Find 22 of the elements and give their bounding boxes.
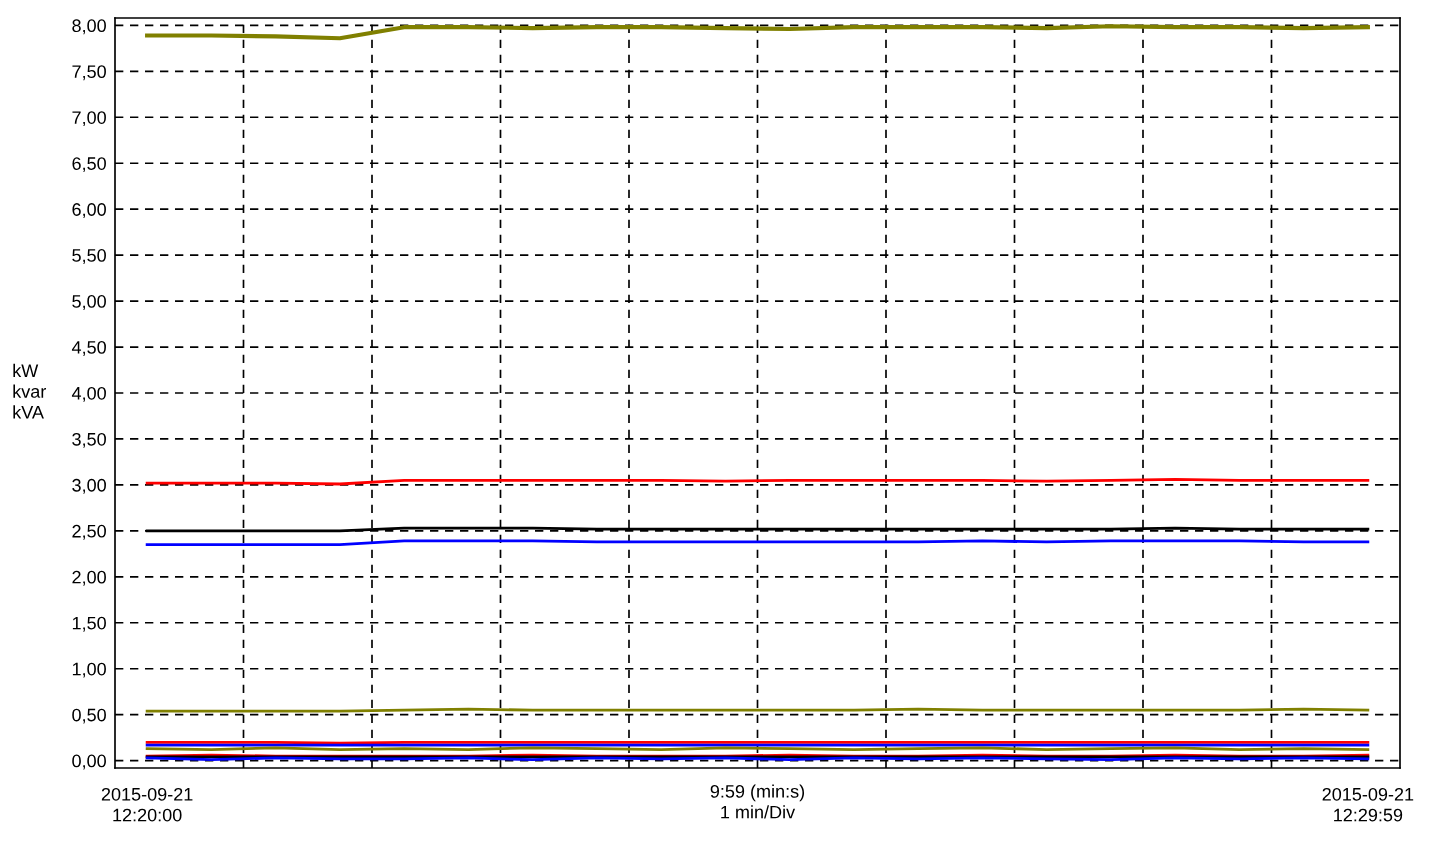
x-tick-label: 2015-09-21 12:29:59 xyxy=(1322,787,1414,822)
y-axis-title: kW kvar kVA xyxy=(13,363,47,419)
y-tick-label: 5,50 xyxy=(72,249,106,264)
x-axis-title: 9:59 (min:s) 1 min/Div xyxy=(710,784,805,819)
y-tick-label: 8,00 xyxy=(72,19,106,35)
y-tick-label: 6,50 xyxy=(72,157,106,173)
y-tick-label: 3,50 xyxy=(72,432,106,448)
y-tick-label: 2,50 xyxy=(72,524,106,540)
line-series xyxy=(145,24,1370,41)
y-tick-label: 0,00 xyxy=(72,754,106,770)
y-tick-label: 7,00 xyxy=(72,111,106,127)
y-tick-label: 4,50 xyxy=(71,340,106,356)
y-tick-label: 0,50 xyxy=(72,708,106,724)
y-tick-label: 2,00 xyxy=(72,570,106,586)
y-tick-label: 4,00 xyxy=(71,386,106,402)
x-tick-label: 2015-09-21 12:20:00 xyxy=(101,787,193,822)
y-tick-label: 3,00 xyxy=(72,478,106,494)
y-tick-label: 1,00 xyxy=(72,662,106,678)
y-tick-label: 1,50 xyxy=(72,616,106,632)
y-tick-label: 6,00 xyxy=(72,203,106,219)
y-tick-label: 7,50 xyxy=(72,65,106,81)
y-tick-label: 5,00 xyxy=(72,295,106,310)
